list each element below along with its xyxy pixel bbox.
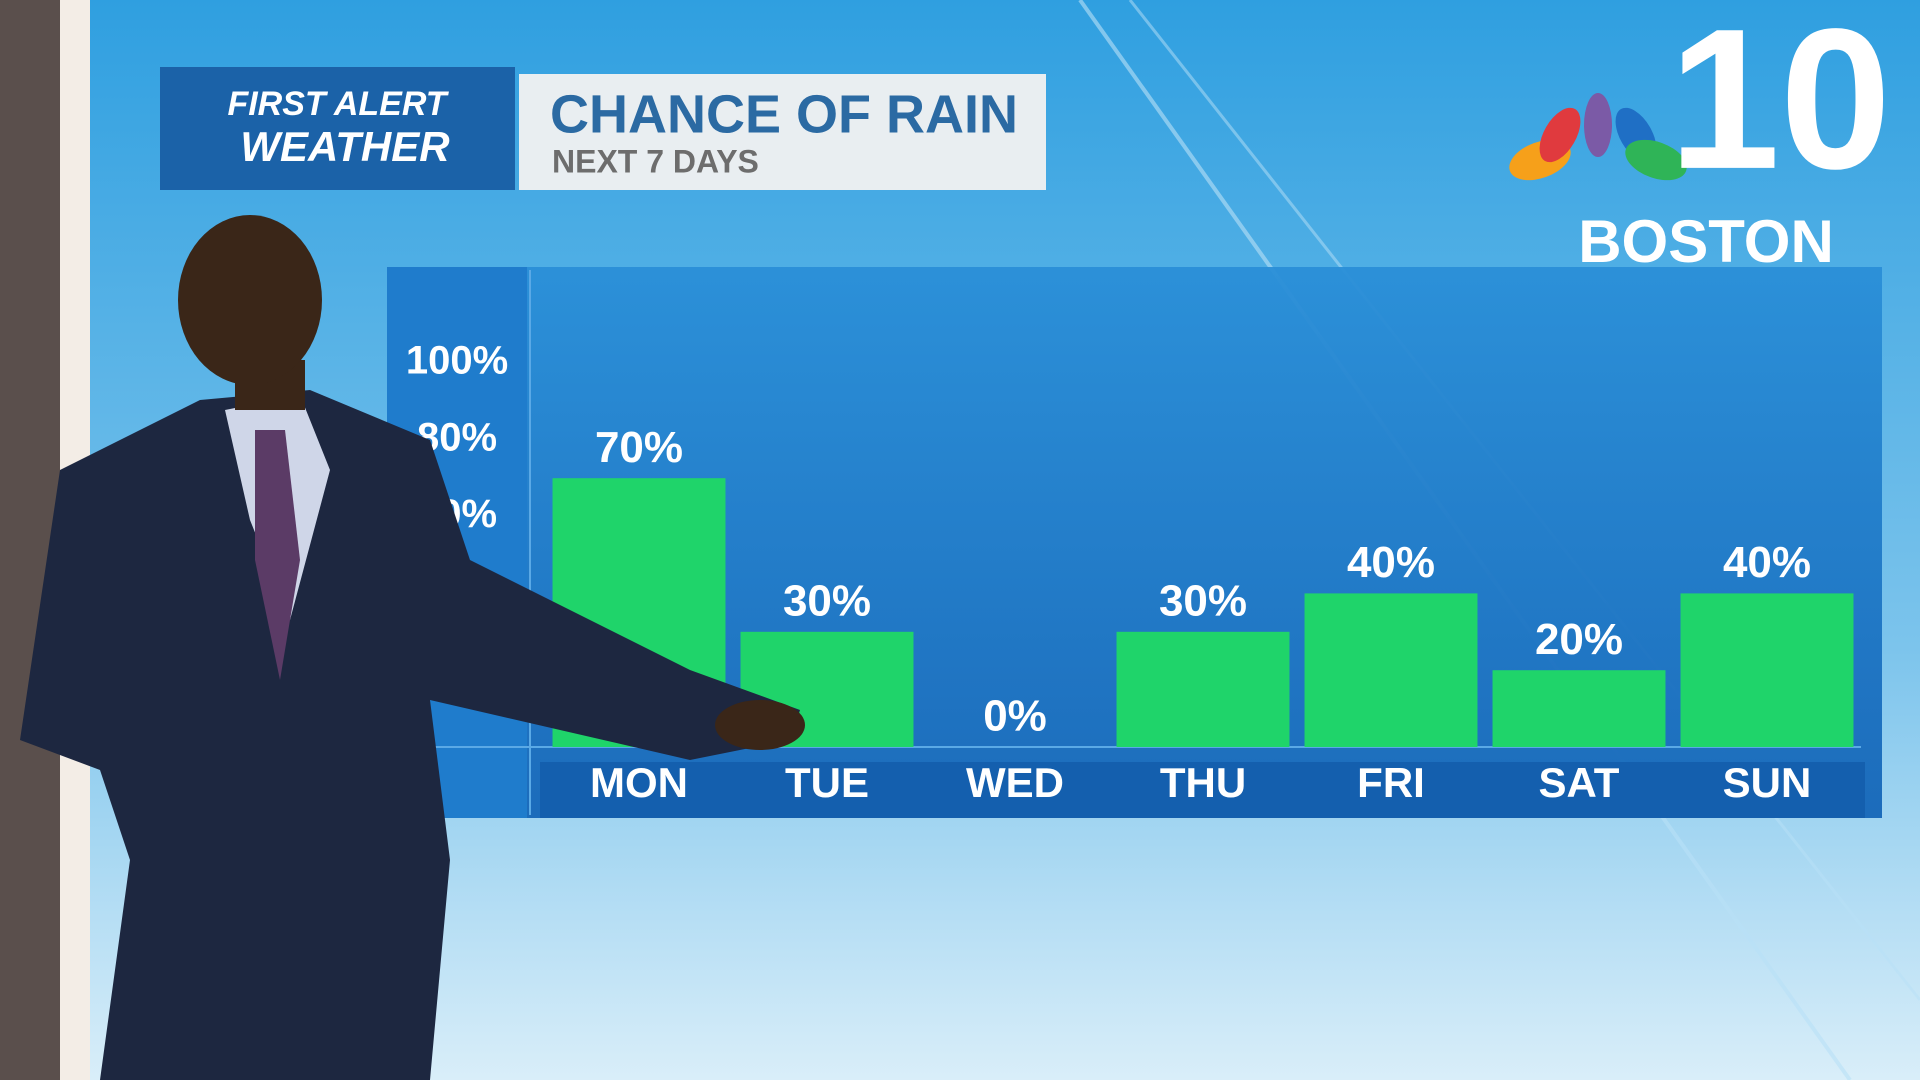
show-logo-box	[160, 67, 515, 190]
x-tick-label: MON	[590, 759, 688, 806]
x-axis-band	[540, 762, 1865, 818]
chart-subtitle: NEXT 7 DAYS	[552, 143, 759, 179]
value-label: 40%	[1723, 538, 1811, 587]
x-tick-label: THU	[1160, 759, 1246, 806]
x-tick-label: SAT	[1539, 759, 1620, 806]
value-label: 70%	[595, 423, 683, 472]
x-tick-label: SUN	[1723, 759, 1812, 806]
bar	[1492, 670, 1666, 747]
x-tick-label: TUE	[785, 759, 869, 806]
x-tick-label: FRI	[1357, 759, 1425, 806]
plot: 20%60%80%100%MON70%TUE30%WED0%THU30%FRI4…	[395, 270, 1861, 815]
show-name: FIRST ALERT	[227, 85, 449, 123]
y-tick-label: 100%	[406, 339, 508, 383]
bar	[1304, 593, 1478, 747]
value-label: 30%	[783, 576, 871, 625]
presenter	[20, 215, 805, 1080]
peacock	[1509, 93, 1687, 181]
value-label: 40%	[1347, 538, 1435, 587]
channel-number: 10	[1669, 0, 1891, 211]
value-label: 0%	[983, 692, 1047, 741]
value-label: 30%	[1159, 576, 1247, 625]
value-label: 20%	[1535, 615, 1623, 664]
bar	[1680, 593, 1854, 747]
bar	[1116, 631, 1290, 747]
chart-title: CHANCE OF RAIN	[550, 84, 1018, 144]
title-box	[519, 74, 1046, 190]
x-tick-label: WED	[966, 759, 1064, 806]
show-name: WEATHER	[240, 123, 450, 170]
city-name: BOSTON	[1578, 208, 1834, 275]
